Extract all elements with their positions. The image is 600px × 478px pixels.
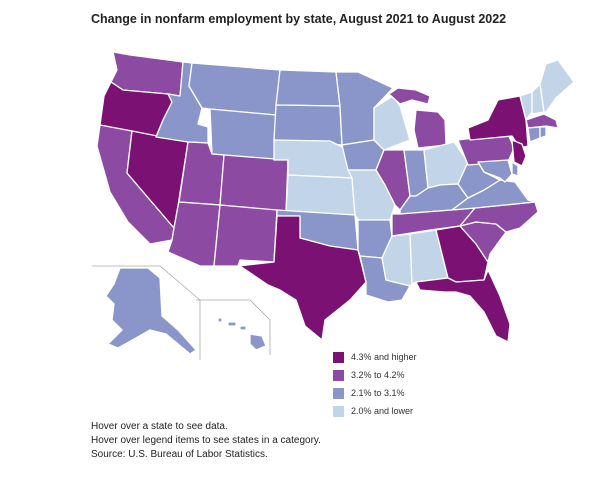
legend-label: 2.0% and lower <box>351 406 414 416</box>
legend-label: 4.3% and higher <box>351 352 417 362</box>
state-wi[interactable] <box>373 95 411 151</box>
legend-item-3-2-to-4-2[interactable]: 3.2% to 4.2% <box>333 366 417 384</box>
hover-state-note: Hover over a state to see data. <box>91 421 228 432</box>
legend-swatch <box>333 387 344 399</box>
alaska-inset <box>92 265 201 360</box>
state-nm[interactable] <box>213 204 278 267</box>
state-ma[interactable] <box>525 113 559 129</box>
hawaii-inset <box>196 299 271 355</box>
alaska-inset-border <box>92 265 201 360</box>
state-hi-2[interactable] <box>227 321 237 327</box>
source-note: Source: U.S. Bureau of Labor Statistics. <box>91 449 268 460</box>
legend-swatch <box>333 369 344 381</box>
legend-item-4-3-and-higher[interactable]: 4.3% and higher <box>333 348 417 366</box>
state-hi[interactable] <box>217 317 223 323</box>
state-fl[interactable] <box>415 269 511 343</box>
state-sd[interactable] <box>273 104 343 146</box>
legend-label: 2.1% to 3.1% <box>351 388 405 398</box>
state-ny[interactable] <box>467 95 529 149</box>
state-ri[interactable] <box>539 126 547 139</box>
state-nj[interactable] <box>511 139 527 167</box>
footnotes: Hover over a state to see data. Hover ov… <box>91 420 321 462</box>
state-co[interactable] <box>219 154 289 213</box>
legend-swatch <box>333 351 344 363</box>
state-hi-3[interactable] <box>239 325 247 331</box>
legend-label: 3.2% to 4.2% <box>351 370 405 380</box>
state-mt[interactable] <box>188 62 281 116</box>
state-nd[interactable] <box>275 69 341 107</box>
legend-item-2-0-and-lower[interactable]: 2.0% and lower <box>333 402 417 420</box>
state-me[interactable] <box>539 59 575 113</box>
legend-item-2-1-to-3-1[interactable]: 2.1% to 3.1% <box>333 384 417 402</box>
state-ct[interactable] <box>527 126 541 143</box>
hawaii-inset-border <box>196 299 271 355</box>
hover-legend-note: Hover over legend items to see states in… <box>91 435 321 446</box>
state-tx[interactable] <box>237 215 367 341</box>
state-de[interactable] <box>511 161 519 177</box>
state-mi-upper[interactable] <box>388 87 431 105</box>
state-mi[interactable] <box>413 109 447 149</box>
legend-swatch <box>333 405 344 417</box>
state-ak[interactable] <box>105 267 197 355</box>
map-title: Change in nonfarm employment by state, A… <box>91 12 507 26</box>
state-md[interactable] <box>477 159 513 183</box>
state-wy[interactable] <box>209 108 277 161</box>
state-ks[interactable] <box>285 174 356 216</box>
legend: 4.3% and higher 3.2% to 4.2% 2.1% to 3.1… <box>333 348 417 420</box>
states-layer <box>96 51 575 343</box>
state-hi-4[interactable] <box>249 333 267 351</box>
